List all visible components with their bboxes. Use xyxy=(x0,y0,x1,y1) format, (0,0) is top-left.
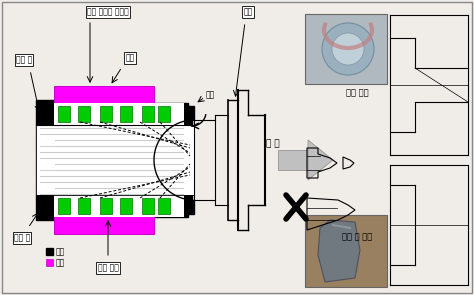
Bar xyxy=(54,192,154,234)
Text: 롤러 발열: 롤러 발열 xyxy=(98,263,118,273)
Bar xyxy=(54,103,184,125)
Polygon shape xyxy=(318,220,360,282)
Bar xyxy=(188,106,194,120)
Bar xyxy=(54,86,154,128)
Text: 고정: 고정 xyxy=(56,258,65,267)
Text: 차축 절손: 차축 절손 xyxy=(346,88,368,98)
Bar xyxy=(100,106,112,122)
Bar xyxy=(46,248,53,255)
Text: 엔드 캡 탈락: 엔드 캡 탈락 xyxy=(342,232,372,242)
Bar xyxy=(78,106,90,122)
Bar xyxy=(36,125,194,195)
Bar xyxy=(142,198,154,214)
Bar xyxy=(36,100,54,220)
Text: 엔드 캡: 엔드 캡 xyxy=(16,55,32,65)
Circle shape xyxy=(322,23,374,75)
Bar xyxy=(142,106,154,122)
Bar xyxy=(54,195,184,217)
Bar xyxy=(58,106,70,122)
Text: 오일 씰: 오일 씰 xyxy=(14,234,30,242)
Bar xyxy=(100,198,112,214)
Circle shape xyxy=(332,33,364,65)
Bar xyxy=(46,259,53,266)
Bar xyxy=(305,215,387,287)
Text: 차축: 차축 xyxy=(126,53,135,63)
Bar xyxy=(305,14,387,84)
Text: 회전: 회전 xyxy=(56,247,65,256)
Text: 차륜: 차륜 xyxy=(243,7,253,17)
Bar xyxy=(188,200,194,214)
Text: 대차 사이드 프레임: 대차 사이드 프레임 xyxy=(87,7,129,17)
Bar xyxy=(50,103,188,125)
Bar xyxy=(78,198,90,214)
Bar xyxy=(278,150,308,170)
Polygon shape xyxy=(308,140,333,180)
Bar xyxy=(120,198,132,214)
Bar xyxy=(120,106,132,122)
Text: 회전: 회전 xyxy=(205,91,215,99)
Bar xyxy=(50,195,188,217)
Bar xyxy=(180,112,192,208)
Text: 결 손: 결 손 xyxy=(266,140,280,148)
Bar xyxy=(58,198,70,214)
Bar xyxy=(158,198,170,214)
Bar xyxy=(158,106,170,122)
